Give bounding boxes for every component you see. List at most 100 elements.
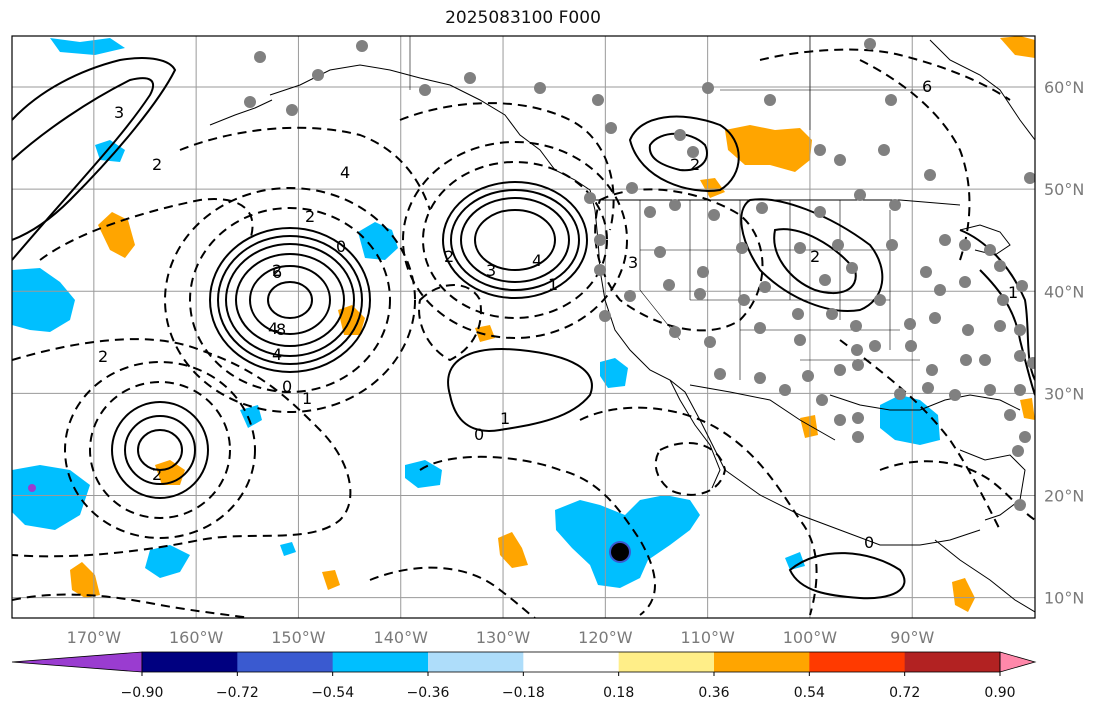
- contour-label: 3: [114, 103, 124, 122]
- contour-line: [369, 566, 536, 618]
- contour-line: [12, 77, 155, 261]
- contour-line: [959, 229, 1035, 381]
- contour-line: [179, 126, 431, 211]
- station-dot: [1024, 172, 1035, 184]
- contour-line: [111, 401, 209, 499]
- contour-line: [628, 115, 740, 192]
- orange-region: [70, 562, 100, 598]
- station-dot: [764, 94, 776, 106]
- station-dot: [1014, 350, 1026, 362]
- station-dot: [852, 412, 864, 424]
- contour-line: [594, 188, 764, 332]
- station-dot: [814, 144, 826, 156]
- station-dot: [846, 262, 858, 274]
- station-dot: [594, 264, 606, 276]
- contour-line: [209, 227, 371, 373]
- station-dot: [1014, 324, 1026, 336]
- station-dot: [1004, 409, 1016, 421]
- contour-line: [217, 235, 363, 365]
- contour-line: [12, 593, 251, 618]
- station-dot: [756, 202, 768, 214]
- station-dot: [704, 336, 716, 348]
- latitude-label: 60°N: [1044, 78, 1084, 97]
- station-dot: [960, 354, 972, 366]
- contour-line: [418, 284, 482, 362]
- colorbar-segment: [237, 652, 334, 672]
- contour-line: [979, 269, 1035, 396]
- station-dot: [920, 266, 932, 278]
- station-dot: [904, 318, 916, 330]
- gulf-coast: [829, 394, 1021, 411]
- station-dots: [244, 38, 1035, 561]
- longitude-labels: 170°W 160°W 150°W 140°W 130°W 120°W 110°W 100°W…: [67, 628, 935, 647]
- blue-region: [600, 358, 628, 388]
- orange-region: [98, 212, 135, 258]
- contour-line: [89, 381, 231, 519]
- colorbar-segment: [428, 652, 524, 672]
- contours-dashed: [12, 48, 1035, 618]
- contour-label: 2: [690, 155, 700, 174]
- orange-region: [952, 578, 975, 612]
- contour-line: [773, 228, 857, 295]
- station-dot: [708, 209, 720, 221]
- contour-label: 6: [922, 77, 932, 96]
- colorbar-segment: [142, 652, 238, 672]
- contour-line: [839, 339, 1001, 531]
- latitude-labels: 10°N 20°N 30°N 40°N 50°N 60°N: [1044, 78, 1084, 608]
- station-dot: [878, 144, 890, 156]
- station-dot: [814, 206, 826, 218]
- station-dot: [687, 146, 699, 158]
- colorbar-segment: [714, 652, 810, 672]
- station-dot: [979, 354, 991, 366]
- contour-line: [788, 552, 906, 600]
- contour-line: [450, 189, 580, 291]
- contour-line: [579, 406, 818, 616]
- contour-label: 2: [444, 247, 454, 266]
- colorbar-segment: [904, 652, 1001, 672]
- station-dot: [869, 340, 881, 352]
- station-dot: [997, 294, 1009, 306]
- contour-line: [267, 281, 313, 319]
- station-dot: [714, 368, 726, 380]
- contour-label: 2: [152, 465, 162, 484]
- contour-line: [249, 265, 331, 335]
- station-dot: [534, 82, 546, 94]
- latitude-label: 50°N: [1044, 180, 1084, 199]
- station-dot: [669, 326, 681, 338]
- map-background: [12, 36, 1035, 618]
- station-dot: [312, 69, 324, 81]
- blue-region: [280, 542, 296, 556]
- contour-label: 2: [272, 261, 282, 280]
- station-dot: [959, 239, 971, 251]
- blue-region: [555, 495, 700, 588]
- station-dot: [819, 274, 831, 286]
- station-dot: [584, 192, 596, 204]
- contour-label: 4: [340, 163, 350, 182]
- station-dot: [599, 310, 611, 322]
- station-dot: [1012, 445, 1024, 457]
- station-dot: [356, 40, 368, 52]
- colorbar-tick-label: −0.72: [216, 685, 259, 701]
- orange-region: [1000, 36, 1035, 58]
- station-dot: [1019, 431, 1031, 443]
- colorbar-segment: [523, 652, 620, 672]
- orange-region: [725, 125, 812, 172]
- contour-line: [422, 161, 608, 319]
- station-dot: [834, 154, 846, 166]
- station-dot: [792, 308, 804, 320]
- contour-line: [225, 243, 355, 357]
- station-dot: [826, 308, 838, 320]
- station-dot: [754, 372, 766, 384]
- colorbar-extend-low: [11, 651, 143, 673]
- contours-solid: [12, 57, 1035, 600]
- contour-label: 0: [336, 237, 346, 256]
- contour-line: [399, 102, 615, 231]
- contour-label: 6: [272, 263, 282, 282]
- colorbar-tick-label: 0.72: [889, 685, 920, 701]
- contour-line: [460, 197, 570, 283]
- contour-label: 8: [276, 320, 286, 339]
- contour-line: [189, 207, 391, 393]
- colorbar-segment: [809, 652, 906, 672]
- station-dot: [794, 242, 806, 254]
